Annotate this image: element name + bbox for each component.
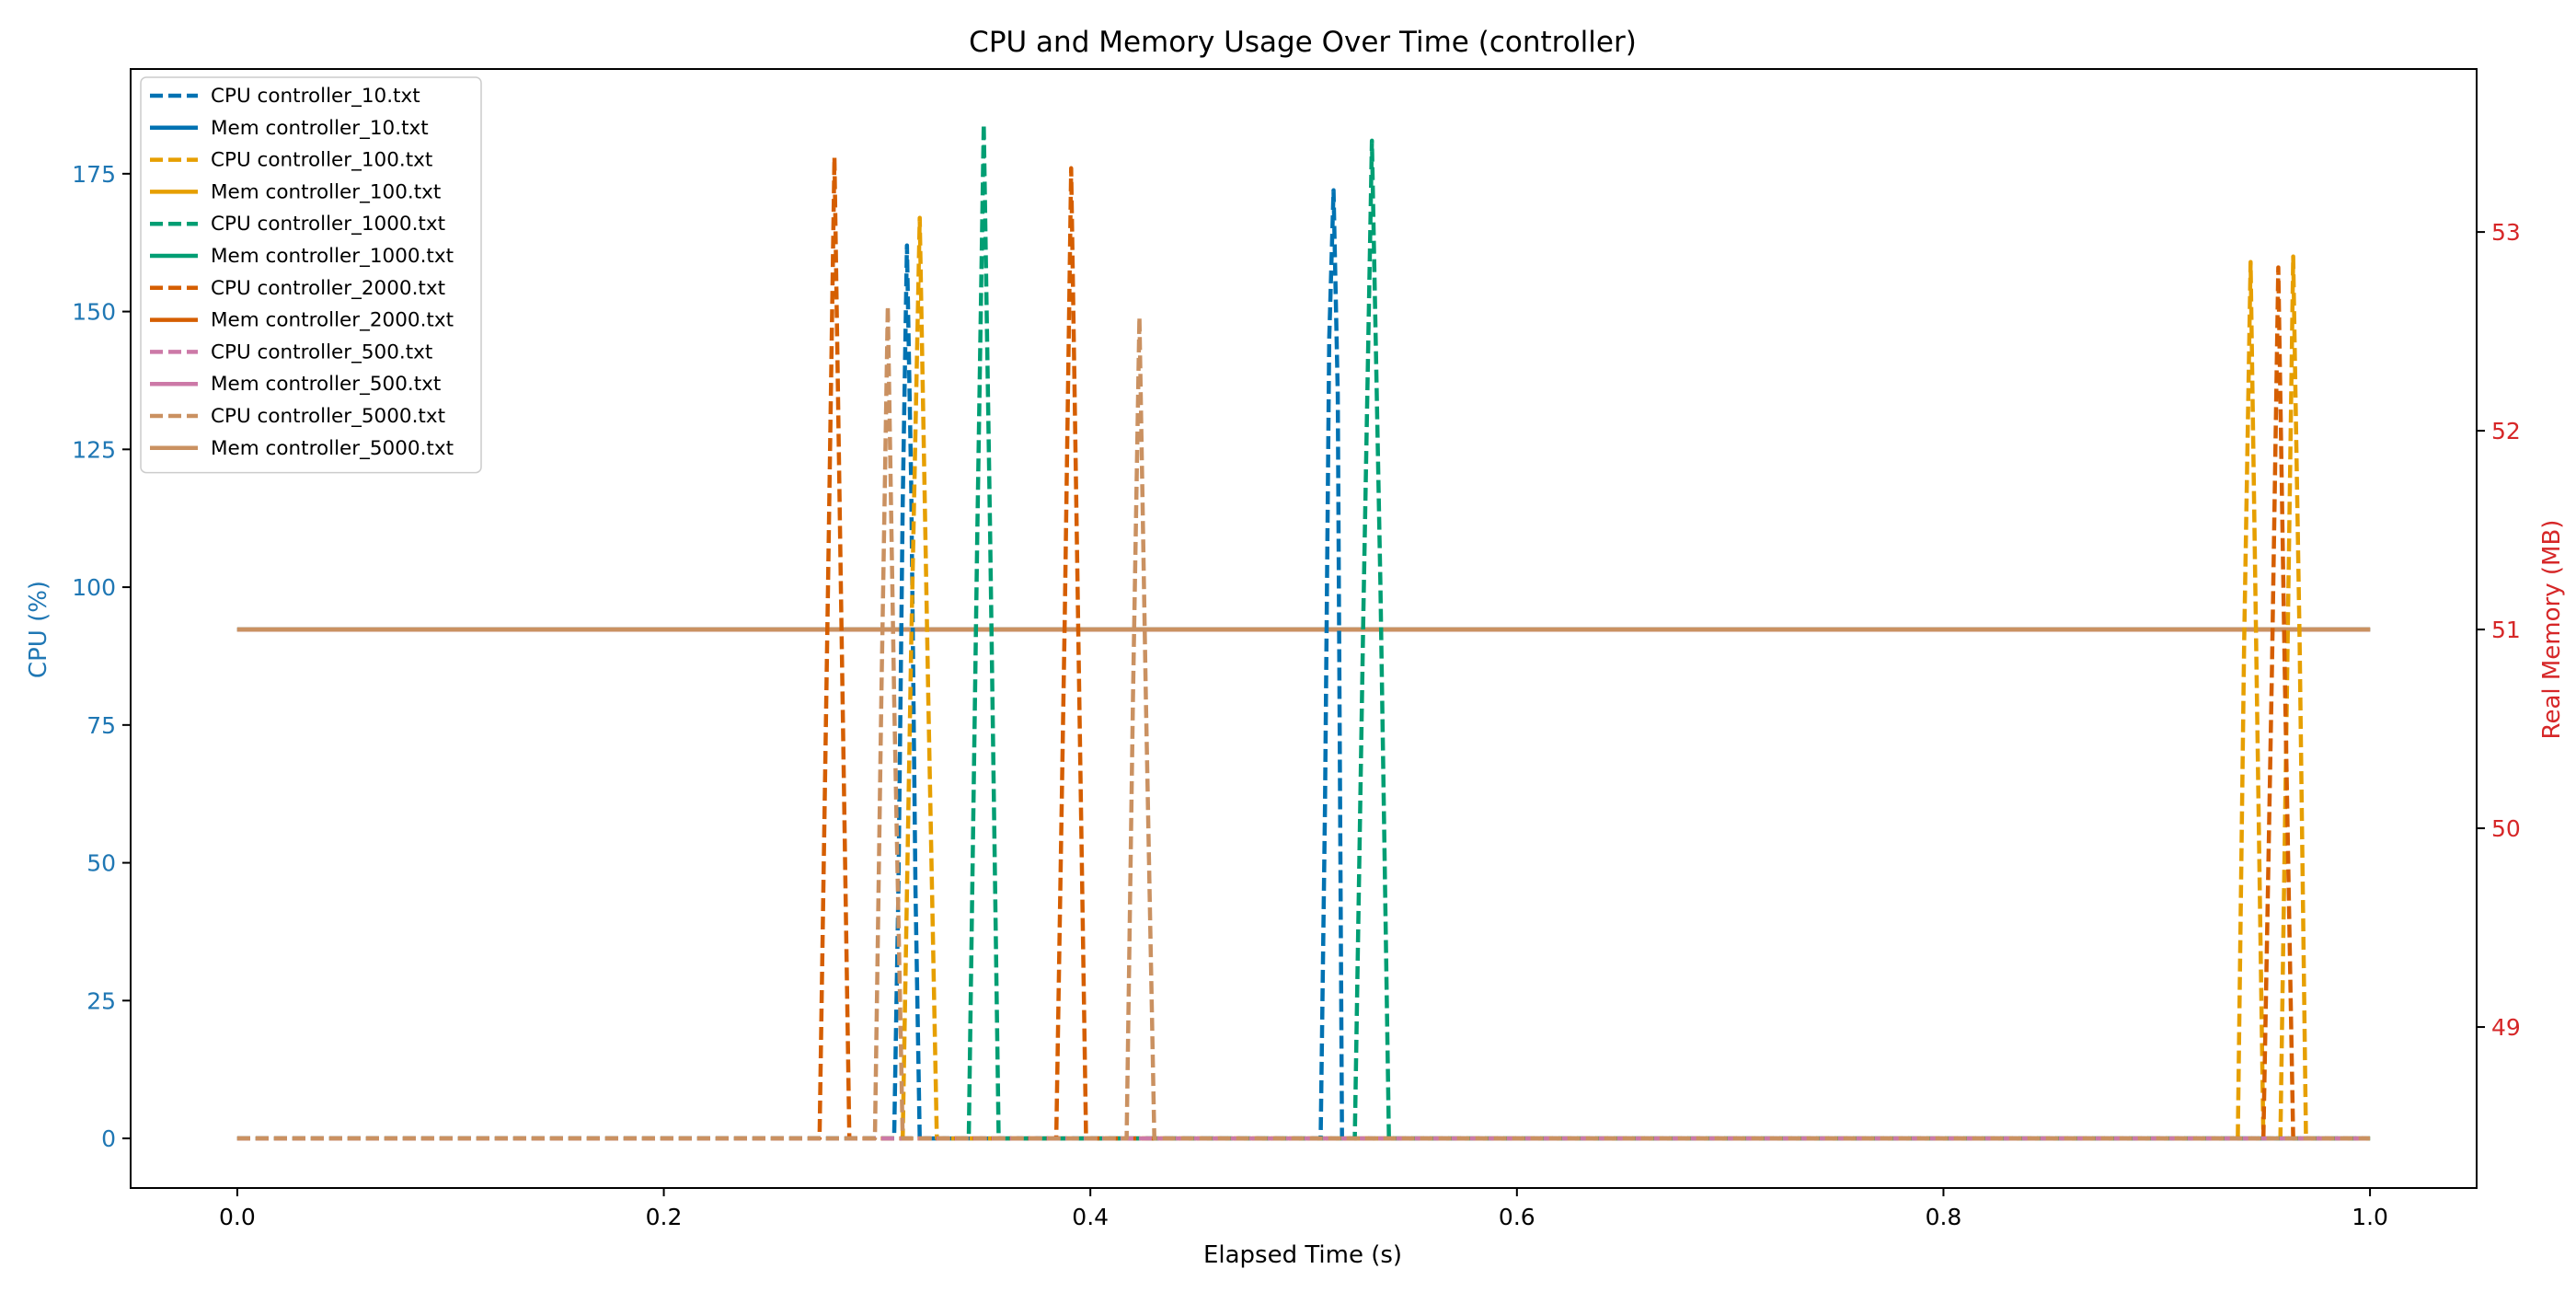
y-tick-label-left: 0 xyxy=(101,1125,116,1152)
legend-label: CPU controller_500.txt xyxy=(211,340,432,363)
y-tick-label-left: 50 xyxy=(86,850,116,877)
y-tick-label-left: 175 xyxy=(72,161,116,188)
series-line-cpu-10 xyxy=(236,304,2371,1141)
x-axis-label: Elapsed Time (s) xyxy=(1203,1241,1402,1269)
x-tick-label: 0.2 xyxy=(646,1204,683,1230)
y-tick-label-right: 51 xyxy=(2491,617,2521,643)
legend: CPU controller_10.txt Mem controller_10.t… xyxy=(140,76,482,474)
legend-label: Mem controller_500.txt xyxy=(211,373,441,396)
legend-label: Mem controller_10.txt xyxy=(211,117,429,140)
y-tick-label-right: 53 xyxy=(2491,219,2521,246)
legend-label: Mem controller_2000.txt xyxy=(211,309,454,332)
y-axis-label-left: CPU (%) xyxy=(25,581,52,678)
legend-box xyxy=(140,76,482,474)
y-tick-label-right: 52 xyxy=(2491,418,2521,444)
plot-layer xyxy=(236,121,2371,1141)
legend-label: Mem controller_5000.txt xyxy=(211,437,454,460)
legend-label: Mem controller_100.txt xyxy=(211,180,441,203)
axis-layer: 0.0 0.2 0.4 0.6 0.8 1.0 0 25 50 75 100 125 150 175 49 5… xyxy=(72,68,2521,1230)
x-tick-label: 1.0 xyxy=(2352,1204,2388,1230)
y-tick-label-left: 150 xyxy=(72,299,116,326)
y-axis-label-right: Real Memory (MB) xyxy=(2538,520,2566,740)
chart-title: CPU and Memory Usage Over Time (controll… xyxy=(969,26,1637,59)
plot-frame xyxy=(130,68,2478,1189)
y-tick-label-left: 25 xyxy=(86,987,116,1014)
series-line-cpu-2 xyxy=(236,215,2371,1141)
series-line-cpu-0 xyxy=(236,188,2371,1141)
legend-label: Mem controller_1000.txt xyxy=(211,245,454,268)
legend-label: CPU controller_2000.txt xyxy=(211,277,445,300)
y-tick-label-right: 50 xyxy=(2491,815,2521,842)
y-tick-label-right: 49 xyxy=(2491,1014,2521,1041)
y-tick-label-left: 125 xyxy=(72,436,116,463)
legend-label: CPU controller_100.txt xyxy=(211,149,432,172)
legend-label: CPU controller_10.txt xyxy=(211,85,420,108)
x-tick-label: 0.4 xyxy=(1072,1204,1109,1230)
y-tick-label-left: 75 xyxy=(86,712,116,739)
series-line-cpu-6 xyxy=(236,155,2371,1141)
x-tick-label: 0.8 xyxy=(1926,1204,1962,1230)
legend-label: CPU controller_1000.txt xyxy=(211,213,445,236)
y-tick-label-left: 100 xyxy=(72,574,116,601)
legend-label: CPU controller_5000.txt xyxy=(211,405,445,428)
x-tick-label: 0.0 xyxy=(219,1204,256,1230)
x-tick-label: 0.6 xyxy=(1499,1204,1535,1230)
